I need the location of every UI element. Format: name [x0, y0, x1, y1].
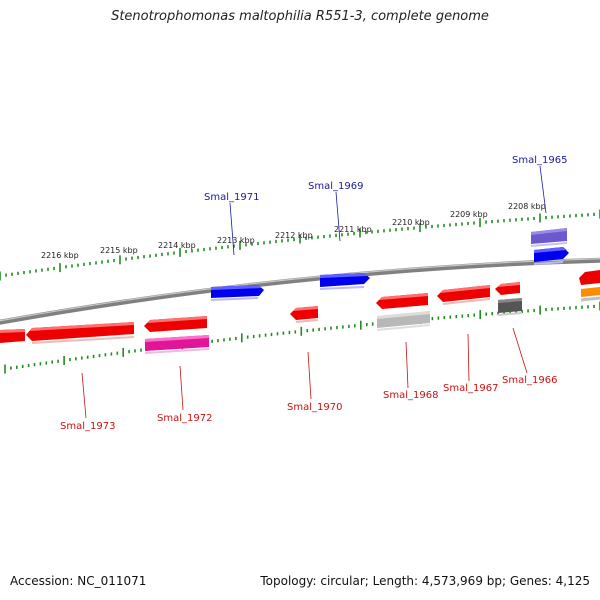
gene-smal-1973[interactable] — [26, 322, 135, 344]
gene-label-smal-1968[interactable]: Smal_1968 — [383, 390, 438, 401]
gene-smal-1969[interactable] — [319, 273, 370, 290]
tick-label: 2215 kbp — [100, 246, 138, 255]
tick-label: 2210 kbp — [392, 218, 430, 227]
scale-track-top — [0, 209, 600, 281]
scale-track-bottom — [4, 301, 600, 374]
gene-smal-1970[interactable] — [290, 306, 319, 323]
genome-backbone — [0, 257, 600, 325]
accession-label: Accession: NC_011071 — [10, 574, 147, 588]
tick-label: 2211 kbp — [334, 225, 372, 234]
gene-label-smal-1972[interactable]: Smal_1972 — [157, 413, 212, 424]
gene-label-smal-1967[interactable]: Smal_1967 — [443, 383, 498, 394]
gene-label-smal-1971[interactable]: Smal_1971 — [204, 192, 259, 203]
gene-label-smal-1973[interactable]: Smal_1973 — [60, 421, 115, 432]
gene-label-smal-1965[interactable]: Smal_1965 — [512, 155, 567, 166]
gene-label-smal-1966[interactable]: Smal_1966 — [502, 375, 557, 386]
tick-label: 2214 kbp — [158, 241, 196, 250]
label-leaders — [81, 165, 547, 419]
gene-smal-1966[interactable] — [495, 282, 523, 316]
genome-summary: Topology: circular; Length: 4,573,969 bp… — [260, 574, 590, 588]
gene-smal-1965[interactable] — [533, 247, 569, 265]
gene-smal-1972[interactable] — [144, 316, 210, 354]
gene-left-edge[interactable] — [0, 329, 25, 343]
gene-smal-1971[interactable] — [210, 285, 264, 301]
gene-label-smal-1970[interactable]: Smal_1970 — [287, 402, 342, 413]
tick-label: 2209 kbp — [450, 210, 488, 219]
map-title: Stenotrophomonas maltophilia R551-3, com… — [111, 9, 489, 24]
tick-label: 2216 kbp — [41, 251, 79, 260]
gene-labels: Smal_1971 Smal_1969 Smal_1965 Smal_1973 … — [60, 155, 567, 432]
gene-smal-1967[interactable] — [437, 285, 491, 305]
gene-right-edge[interactable] — [579, 270, 600, 285]
genome-backbone-highlight — [0, 258, 600, 322]
tick-label: 2212 kbp — [275, 231, 313, 240]
gene-smal-1968[interactable] — [376, 293, 431, 331]
tick-label: 2213 kbp — [217, 236, 255, 245]
reverse-genes — [0, 282, 523, 354]
forward-genes — [210, 228, 600, 302]
tick-label: 2208 kbp — [508, 202, 546, 211]
gene-purple[interactable] — [530, 228, 568, 247]
gene-orange[interactable] — [580, 287, 600, 302]
scale-labels: 2216 kbp 2215 kbp 2214 kbp 2213 kbp 2212… — [41, 202, 546, 260]
gene-label-smal-1969[interactable]: Smal_1969 — [308, 181, 363, 192]
